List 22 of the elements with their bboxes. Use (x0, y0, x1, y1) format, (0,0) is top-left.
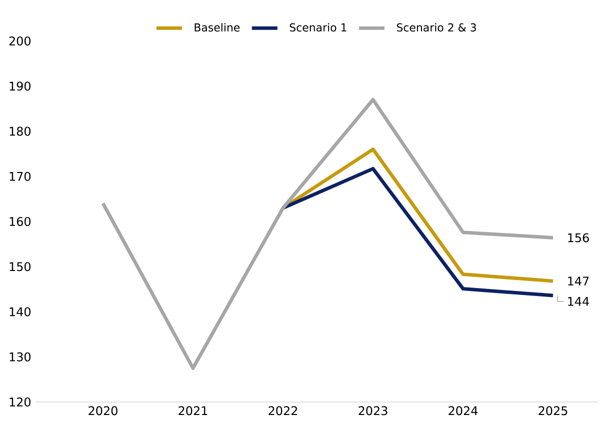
legend-label: Scenario 1 (290, 23, 346, 32)
data-label: 147 (568, 276, 589, 286)
legend-label: Baseline (194, 23, 240, 32)
y-tick-label: 140 (10, 307, 31, 316)
y-tick-label: 180 (10, 126, 31, 136)
y-tick-label: 190 (10, 82, 31, 91)
data-label: 144 (568, 297, 589, 306)
y-tick-label: 150 (10, 262, 31, 272)
x-tick-label: 2025 (538, 406, 568, 416)
y-tick-label: 170 (10, 172, 31, 181)
line-series (101, 98, 555, 370)
x-tick-label: 2024 (448, 406, 478, 416)
y-tick-label: 120 (10, 397, 31, 407)
x-tick-label: 2021 (178, 406, 208, 416)
x-tick-label: 2020 (88, 406, 118, 416)
data-label: 156 (568, 233, 589, 242)
y-tick-label: 130 (10, 352, 31, 362)
y-tick-label: 160 (10, 216, 31, 226)
x-tick-label: 2022 (268, 406, 298, 416)
legend-label: Scenario 2 & 3 (396, 23, 476, 32)
x-tick-label: 2023 (358, 406, 388, 416)
y-tick-label: 200 (9, 36, 31, 46)
